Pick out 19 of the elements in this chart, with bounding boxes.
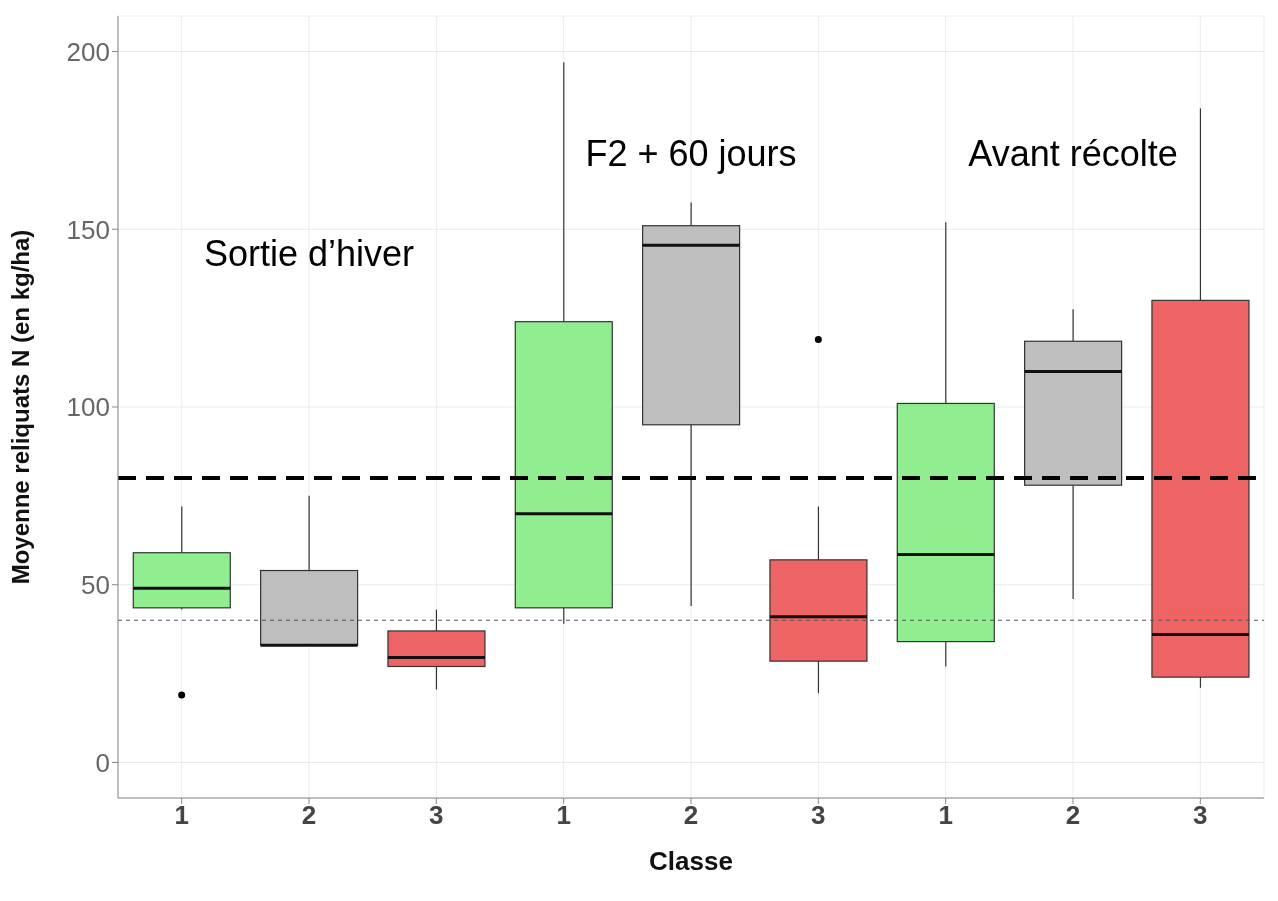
y-axis-title: Moyenne reliquats N (en kg/ha)	[6, 229, 34, 585]
x-axis-title: Classe	[649, 846, 733, 876]
y-tick-label: 100	[66, 392, 110, 423]
x-tick-label: 3	[1193, 800, 1208, 831]
x-tick-label: 2	[1065, 800, 1081, 831]
annotation: Sortie d’hiver	[202, 233, 416, 275]
y-tick-label: 0	[95, 747, 110, 778]
annotation: Avant récolte	[967, 133, 1179, 175]
y-tick-label: 50	[81, 569, 110, 600]
x-tick-label: 3	[811, 800, 826, 831]
y-tick-label: 200	[66, 36, 110, 67]
x-tick-label: 3	[429, 800, 444, 831]
annotation: F2 + 60 jours	[584, 133, 798, 175]
x-tick-label: 2	[301, 800, 317, 831]
x-tick-label: 2	[683, 800, 699, 831]
x-tick-label: 1	[556, 800, 571, 831]
y-tick-label: 150	[66, 214, 110, 245]
x-tick-label: 1	[174, 800, 189, 831]
x-tick-label: 1	[938, 800, 953, 831]
